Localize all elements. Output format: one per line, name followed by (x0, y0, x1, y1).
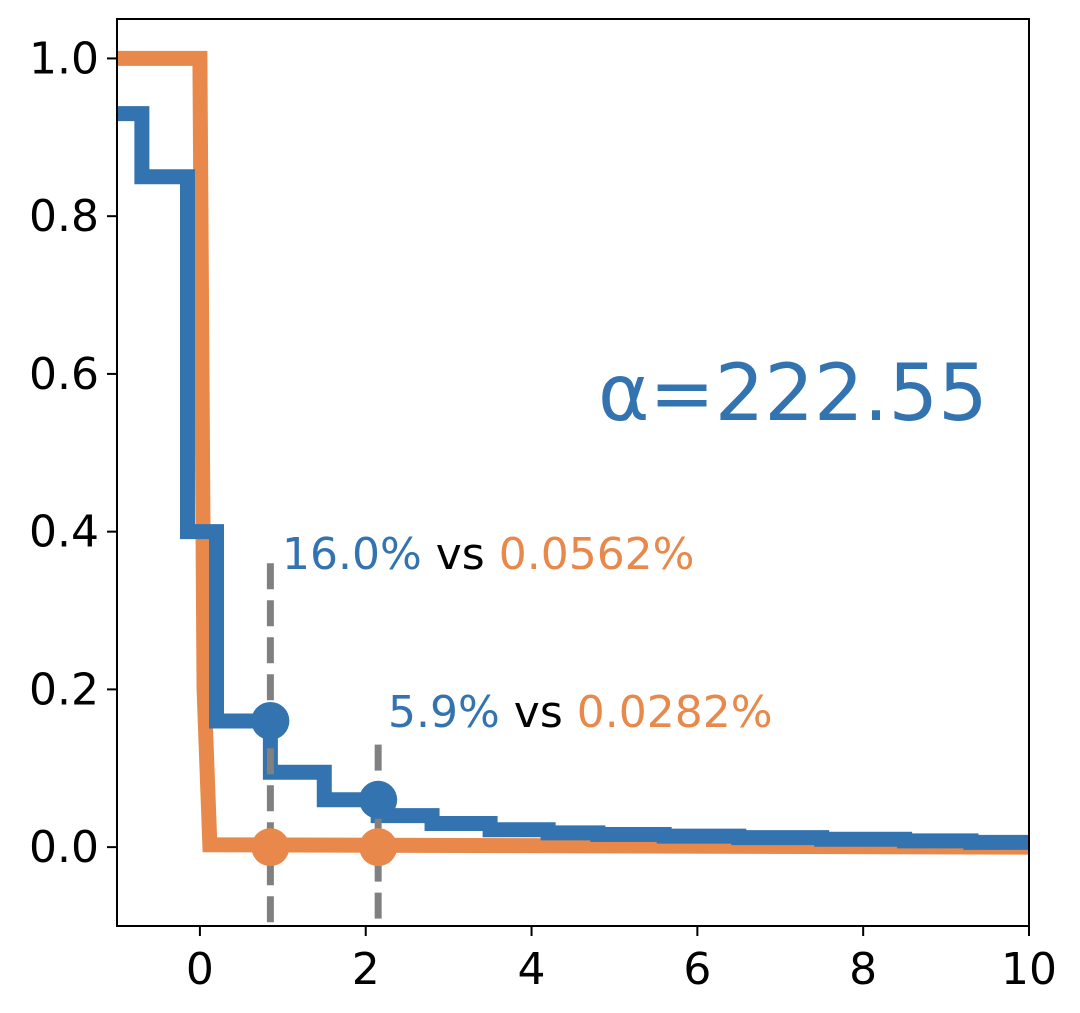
plot-frame (116, 18, 1030, 927)
marker-point-2 (359, 780, 398, 819)
y-tick-label: 1.0 (29, 33, 99, 84)
y-tick-label: 0.4 (29, 507, 99, 558)
x-tick-label: 6 (683, 944, 711, 995)
series-line-1 (117, 50, 1029, 855)
series-line-2 (117, 106, 1029, 850)
annotation-1: 16.0% vs 0.0562% (282, 529, 694, 580)
x-tick-label: 8 (849, 944, 877, 995)
annotation-1-blue: 16.0% (282, 529, 422, 580)
annotation-2-orange: 0.0282% (577, 687, 773, 738)
annotations: 16.0% vs 0.0562% 5.9% vs 0.0282% α=222.5… (282, 349, 988, 738)
y-tick-label: 0.6 (29, 349, 99, 400)
marker-point-4 (359, 828, 398, 867)
alpha-label: α=222.55 (598, 349, 988, 439)
annotation-2-vs: vs (500, 687, 577, 738)
annotation-2: 5.9% vs 0.0282% (388, 687, 773, 738)
annotation-2-blue: 5.9% (388, 687, 500, 738)
annotation-1-vs: vs (422, 529, 499, 580)
annotation-1-orange: 0.0562% (499, 529, 695, 580)
marker-point-1 (251, 701, 290, 740)
x-tick-label: 0 (186, 944, 214, 995)
x-tick-label: 10 (1001, 944, 1057, 995)
y-tick-label: 0.2 (29, 664, 99, 715)
marker-point-3 (251, 828, 290, 867)
y-tick-label: 0.8 (29, 191, 99, 242)
y-tick-label: 0.0 (29, 822, 99, 873)
ticks: 0 2 4 6 8 10 0.0 0.2 0.4 0.6 0.8 1.0 (29, 33, 1057, 995)
x-tick-label: 4 (518, 944, 546, 995)
plot-area (117, 50, 1029, 926)
x-tick-label: 2 (352, 944, 380, 995)
